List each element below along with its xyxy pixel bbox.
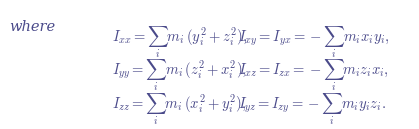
Text: $I_{xz} = I_{zx} = -\sum_i m_i z_i x_i,$: $I_{xz} = I_{zx} = -\sum_i m_i z_i x_i,$ [238,58,389,93]
Text: where: where [9,20,55,34]
Text: $I_{yy} = \sum_i m_i\,(z_i^2 + x_i^2),$: $I_{yy} = \sum_i m_i\,(z_i^2 + x_i^2),$ [112,58,246,93]
Text: $I_{xy} = I_{yx} = -\sum_i m_i x_i y_i,$: $I_{xy} = I_{yx} = -\sum_i m_i x_i y_i,$ [238,24,390,60]
Text: $I_{zz} = \sum_i m_i\,(x_i^2 + y_i^2),$: $I_{zz} = \sum_i m_i\,(x_i^2 + y_i^2),$ [112,91,246,127]
Text: $I_{yz} = I_{zy} = -\sum_i m_i y_i z_i.$: $I_{yz} = I_{zy} = -\sum_i m_i y_i z_i.$ [238,91,386,127]
Text: $I_{xx} = \sum_i m_i\,(y_i^2 + z_i^2),$: $I_{xx} = \sum_i m_i\,(y_i^2 + z_i^2),$ [112,24,247,60]
